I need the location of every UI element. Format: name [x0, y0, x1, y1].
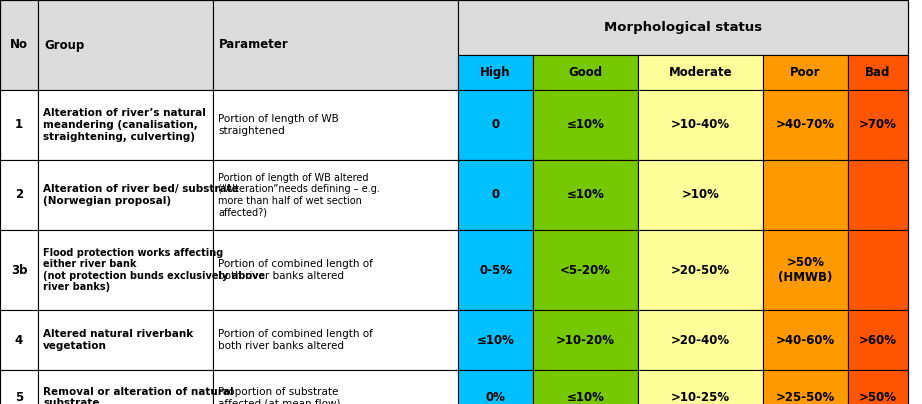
Text: >70%: >70%: [859, 118, 897, 131]
Bar: [763, 55, 848, 90]
Bar: [458, 160, 533, 230]
Text: ≤10%: ≤10%: [477, 333, 514, 347]
Bar: [38, 0, 213, 90]
Text: >50%
(HMWB): >50% (HMWB): [778, 256, 833, 284]
Bar: [213, 160, 458, 230]
Bar: [38, 310, 213, 370]
Bar: [213, 310, 458, 370]
Text: Bad: Bad: [866, 66, 891, 79]
Text: Morphological status: Morphological status: [604, 21, 762, 34]
Text: Alteration of river’s natural
meandering (canalisation,
straightening, culvertin: Alteration of river’s natural meandering…: [43, 108, 206, 141]
Bar: [533, 55, 638, 90]
Bar: [38, 370, 213, 404]
Text: >20-50%: >20-50%: [671, 263, 730, 276]
Bar: [638, 370, 763, 404]
Bar: [213, 230, 458, 310]
Text: 0: 0: [491, 118, 500, 131]
Text: Portion of length of WB altered
(“Alteration”needs defining – e.g.
more than hal: Portion of length of WB altered (“Altera…: [218, 173, 380, 217]
Text: >10%: >10%: [681, 189, 719, 202]
Bar: [533, 370, 638, 404]
Text: >20-40%: >20-40%: [671, 333, 730, 347]
Text: <5-20%: <5-20%: [560, 263, 611, 276]
Text: Moderate: Moderate: [668, 66, 732, 79]
Bar: [763, 310, 848, 370]
Text: >10-25%: >10-25%: [671, 391, 730, 404]
Bar: [458, 55, 533, 90]
Bar: [533, 310, 638, 370]
Bar: [638, 310, 763, 370]
Bar: [0, 90, 38, 160]
Text: 4: 4: [15, 333, 23, 347]
Text: >10-40%: >10-40%: [671, 118, 730, 131]
Bar: [213, 370, 458, 404]
Text: High: High: [480, 66, 511, 79]
Text: Altered natural riverbank
vegetation: Altered natural riverbank vegetation: [43, 329, 194, 351]
Text: Portion of length of WB
straightened: Portion of length of WB straightened: [218, 114, 338, 136]
Bar: [763, 90, 848, 160]
Text: Proportion of substrate
affected (at mean flow): Proportion of substrate affected (at mea…: [218, 387, 340, 404]
Text: 0-5%: 0-5%: [479, 263, 512, 276]
Bar: [533, 160, 638, 230]
Text: ≤10%: ≤10%: [566, 391, 605, 404]
Text: ≤10%: ≤10%: [566, 189, 605, 202]
Text: 0: 0: [491, 189, 500, 202]
Bar: [848, 230, 908, 310]
Bar: [213, 90, 458, 160]
Bar: [533, 90, 638, 160]
Bar: [638, 90, 763, 160]
Text: Alteration of river bed/ substrate
(Norwegian proposal): Alteration of river bed/ substrate (Norw…: [43, 184, 239, 206]
Text: Flood protection works affecting
either river bank
(not protection bunds exclusi: Flood protection works affecting either …: [43, 248, 265, 292]
Bar: [458, 370, 533, 404]
Text: >25-50%: >25-50%: [776, 391, 835, 404]
Text: >40-70%: >40-70%: [776, 118, 835, 131]
Text: Portion of combined length of
both river banks altered: Portion of combined length of both river…: [218, 259, 372, 281]
Text: 0%: 0%: [486, 391, 505, 404]
Bar: [0, 310, 38, 370]
Text: Poor: Poor: [790, 66, 821, 79]
Bar: [458, 0, 908, 55]
Text: 3b: 3b: [11, 263, 28, 276]
Text: 5: 5: [15, 391, 23, 404]
Bar: [848, 90, 908, 160]
Bar: [848, 55, 908, 90]
Bar: [638, 160, 763, 230]
Bar: [638, 230, 763, 310]
Bar: [458, 230, 533, 310]
Text: 2: 2: [15, 189, 23, 202]
Bar: [848, 370, 908, 404]
Bar: [533, 230, 638, 310]
Bar: [638, 55, 763, 90]
Bar: [0, 230, 38, 310]
Text: >50%: >50%: [859, 391, 897, 404]
Text: >60%: >60%: [859, 333, 897, 347]
Text: >40-60%: >40-60%: [776, 333, 835, 347]
Text: Good: Good: [569, 66, 603, 79]
Bar: [848, 310, 908, 370]
Bar: [763, 230, 848, 310]
Bar: [38, 90, 213, 160]
Bar: [0, 0, 38, 90]
Bar: [0, 160, 38, 230]
Bar: [0, 370, 38, 404]
Text: >10-20%: >10-20%: [556, 333, 615, 347]
Text: Group: Group: [44, 38, 84, 51]
Bar: [458, 90, 533, 160]
Text: Portion of combined length of
both river banks altered: Portion of combined length of both river…: [218, 329, 372, 351]
Text: 1: 1: [15, 118, 23, 131]
Bar: [763, 160, 848, 230]
Text: ≤10%: ≤10%: [566, 118, 605, 131]
Text: Removal or alteration of natural
substrate: Removal or alteration of natural substra…: [43, 387, 233, 404]
Text: No: No: [10, 38, 28, 51]
Bar: [763, 370, 848, 404]
Bar: [848, 160, 908, 230]
Bar: [458, 310, 533, 370]
Bar: [213, 0, 458, 90]
Bar: [38, 160, 213, 230]
Text: Parameter: Parameter: [219, 38, 289, 51]
Bar: [38, 230, 213, 310]
